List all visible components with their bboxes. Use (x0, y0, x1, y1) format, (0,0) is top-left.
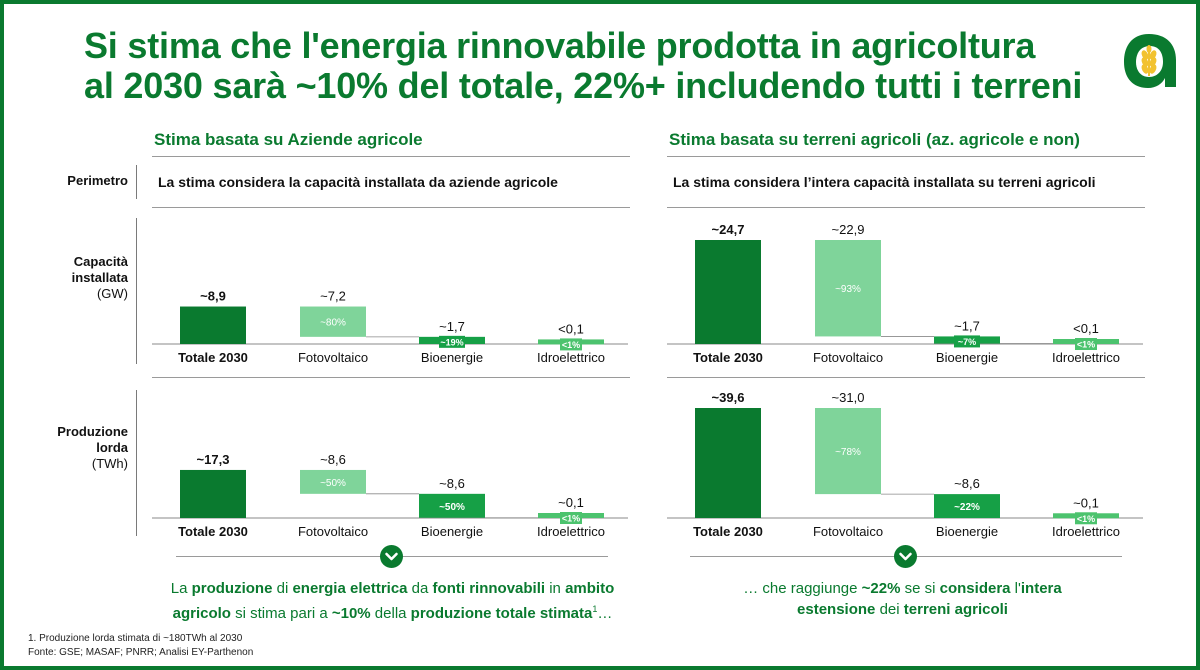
value-label: <0,1 (558, 321, 584, 336)
title-line-1: Si stima che l'energia rinnovabile prodo… (84, 25, 1036, 66)
value-label: ~7,2 (320, 289, 346, 304)
share-label: ~80% (320, 318, 346, 329)
category-label: Bioenergie (936, 524, 998, 539)
value-label: ~8,6 (320, 452, 346, 467)
value-label: ~8,6 (954, 476, 980, 491)
value-label: ~39,6 (712, 390, 745, 405)
chart-capacita-terreni: ~24,7 Totale 2030 ~22,9 ~93% Fotovoltaico ~1,… (667, 222, 1143, 365)
right-header-rule (667, 156, 1145, 157)
category-label: Bioenergie (936, 350, 998, 365)
share-badge (1075, 338, 1097, 350)
category-label: Totale 2030 (178, 524, 248, 539)
source-note: Fonte: GSE; MASAF; PNRR; Analisi EY-Part… (28, 647, 254, 658)
share-label: <1% (562, 340, 580, 350)
share-badge (560, 512, 582, 524)
bar-bioenergie (934, 494, 1000, 518)
right-conclusion: … che raggiunge ~22% se si considera l'i… (743, 580, 1062, 618)
category-label: Bioenergie (421, 524, 483, 539)
bar-totale-2030 (695, 408, 761, 518)
perimetro-right-text: La stima considera l’intera capacità ins… (673, 174, 1096, 190)
share-badge (1075, 512, 1097, 525)
share-label: ~19% (440, 337, 463, 347)
value-label: ~1,7 (439, 319, 465, 334)
perimetro-separator (136, 165, 137, 199)
chart-produzione-aziende: ~17,3 Totale 2030 ~8,6 ~50% Fotovoltaico ~8,6… (152, 452, 628, 539)
share-label: <1% (1077, 340, 1095, 350)
category-label: Bioenergie (421, 350, 483, 365)
bar-fotovoltaico (815, 240, 881, 337)
category-label: Totale 2030 (693, 524, 763, 539)
right-perimetro-rule (667, 207, 1145, 208)
value-label: ~0,1 (558, 495, 584, 510)
value-label: ~22,9 (832, 222, 865, 237)
bar-fotovoltaico (815, 408, 881, 495)
footnote-1: 1. Produzione lorda stimata di ~180TWh a… (28, 633, 243, 644)
category-label: Fotovoltaico (298, 524, 368, 539)
share-label: ~93% (835, 284, 861, 295)
share-badge (954, 335, 980, 348)
chart-capacita-aziende: ~8,9 Totale 2030 ~7,2 ~80% Fotovoltaico ~1,7 ~… (152, 289, 628, 365)
left-conclusion: La produzione di energia elettrica da fo… (170, 580, 615, 622)
category-label: Totale 2030 (693, 350, 763, 365)
produzione-separator (136, 390, 137, 536)
bar-totale-2030 (180, 306, 246, 344)
share-badge (560, 338, 582, 351)
value-label: ~8,6 (439, 476, 465, 491)
bar-fotovoltaico (300, 469, 366, 494)
value-label: ~24,7 (712, 222, 745, 237)
perimetro-left-text: La stima considera la capacità installat… (158, 174, 558, 190)
bar-totale-2030 (695, 240, 761, 344)
title-line-2: al 2030 sarà ~10% del totale, 22%+ inclu… (84, 65, 1083, 106)
bar-bioenergie (419, 493, 485, 518)
share-label: ~50% (320, 478, 346, 489)
chart-produzione-terreni: ~39,6 Totale 2030 ~31,0 ~78% Fotovoltaico ~8,… (667, 390, 1143, 539)
value-label: <0,1 (1073, 321, 1099, 336)
value-label: ~8,9 (200, 289, 226, 304)
right-mid-rule (667, 377, 1145, 378)
chevron-down-icon (894, 545, 917, 568)
capacita-separator (136, 218, 137, 364)
share-label: ~50% (439, 502, 465, 513)
value-label: ~1,7 (954, 318, 980, 333)
footnotes: 1. Produzione lorda stimata di ~180TWh a… (28, 632, 253, 660)
category-label: Fotovoltaico (298, 350, 368, 365)
category-label: Idroelettrico (1052, 524, 1120, 539)
share-label: ~22% (954, 502, 980, 513)
category-label: Idroelettrico (1052, 350, 1120, 365)
value-label: ~31,0 (832, 390, 865, 405)
bar-fotovoltaico (300, 306, 366, 337)
share-label: ~7% (958, 337, 976, 347)
share-label: <1% (562, 514, 580, 524)
share-label: <1% (1077, 514, 1095, 524)
category-label: Totale 2030 (178, 350, 248, 365)
right-section-title: Stima basata su terreni agricoli (az. ag… (669, 130, 1080, 149)
share-label: ~78% (835, 447, 861, 458)
category-label: Idroelettrico (537, 524, 605, 539)
category-label: Fotovoltaico (813, 524, 883, 539)
row-label-produzione: Produzione lorda (TWh) (57, 424, 128, 471)
wheat-logo-icon (1118, 30, 1180, 96)
slide-title: Si stima che l'energia rinnovabile prodo… (84, 26, 1094, 106)
share-badge (439, 335, 465, 348)
chevron-down-icon (380, 545, 403, 568)
bar-totale-2030 (180, 469, 246, 518)
left-mid-rule (152, 377, 630, 378)
value-label: ~17,3 (197, 452, 230, 467)
left-header-rule (152, 156, 630, 157)
row-label-capacita: Capacità installata (GW) (71, 254, 128, 301)
category-label: Fotovoltaico (813, 350, 883, 365)
value-label: ~0,1 (1073, 495, 1099, 510)
left-section-title: Stima basata su Aziende agricole (154, 130, 423, 149)
left-perimetro-rule (152, 207, 630, 208)
category-label: Idroelettrico (537, 350, 605, 365)
row-label-perimetro: Perimetro (67, 173, 128, 188)
